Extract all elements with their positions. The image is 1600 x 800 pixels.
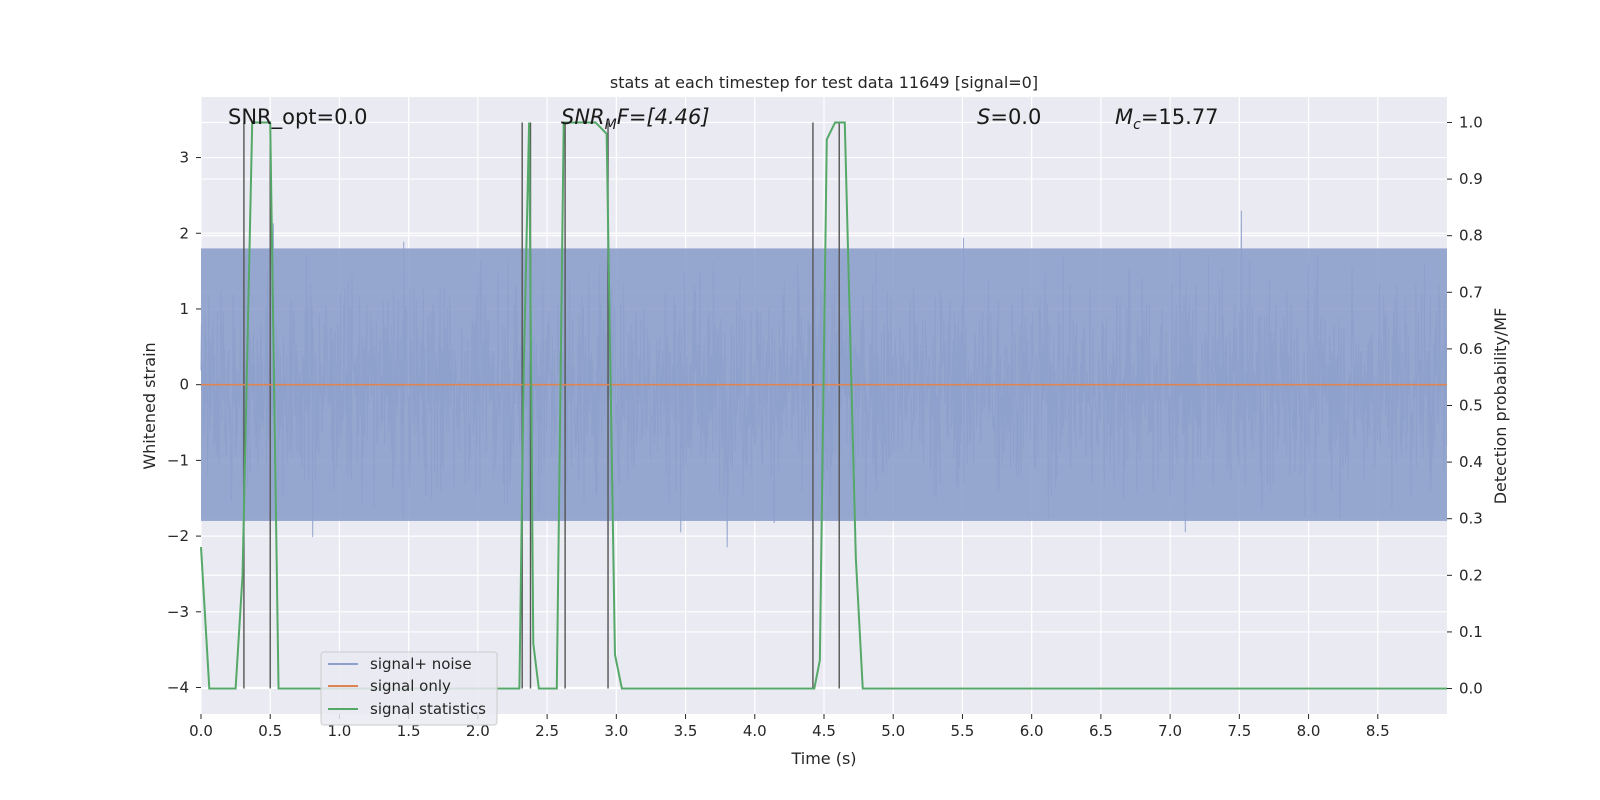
- x-tick-label: 6.5: [1089, 722, 1113, 740]
- y-tick-label: −3: [167, 603, 189, 621]
- x-tick-label: 4.5: [812, 722, 836, 740]
- snr-mf-annotation: SNRMF=[4.46]: [561, 105, 710, 133]
- y-tick-label: 3: [179, 149, 189, 167]
- y-tick-label: −1: [167, 451, 189, 469]
- y2-axis-ticks: 1.0 0.9 0.8 0.7 0.6 0.5 0.4 0.3 0.2 0.1 0.0: [1447, 113, 1483, 698]
- s-annotation: S=0.0: [977, 105, 1041, 129]
- legend-label-statistics: signal statistics: [370, 700, 486, 718]
- y2-tick-label: 0.1: [1459, 623, 1483, 641]
- x-tick-label: 2.0: [466, 722, 490, 740]
- y2-tick-label: 0.4: [1459, 453, 1483, 471]
- y-axis-label: Whitened strain: [140, 342, 159, 469]
- y-tick-label: −4: [167, 679, 189, 697]
- snr-opt-annotation: SNR_opt=0.0: [228, 105, 368, 130]
- legend-label-noise: signal+ noise: [370, 655, 472, 673]
- y2-tick-label: 0.2: [1459, 566, 1483, 584]
- y-tick-label: 1: [179, 300, 189, 318]
- x-tick-label: 7.5: [1227, 722, 1251, 740]
- x-tick-label: 2.5: [535, 722, 559, 740]
- mc-annotation: Mc=15.77: [1115, 105, 1219, 133]
- chart-title: stats at each timestep for test data 116…: [610, 73, 1038, 92]
- x-axis-label: Time (s): [790, 749, 856, 768]
- x-tick-label: 5.0: [881, 722, 905, 740]
- y2-tick-label: 0.5: [1459, 397, 1483, 415]
- y2-tick-label: 0.6: [1459, 340, 1483, 358]
- y2-tick-label: 0.9: [1459, 170, 1483, 188]
- x-tick-label: 1.0: [328, 722, 352, 740]
- y2-tick-label: 0.3: [1459, 510, 1483, 528]
- signal-statistics-line: [200, 121, 1447, 690]
- legend: signal+ noise signal only signal statist…: [320, 651, 498, 726]
- x-tick-label: 4.0: [743, 722, 767, 740]
- x-tick-label: 8.5: [1366, 722, 1390, 740]
- y2-axis-label: Detection probability/MF: [1491, 308, 1510, 505]
- legend-label-signal-only: signal only: [370, 677, 451, 695]
- legend-box: [320, 651, 498, 726]
- x-tick-label: 6.0: [1020, 722, 1044, 740]
- x-tick-label: 0.5: [258, 722, 282, 740]
- x-tick-label: 1.5: [397, 722, 421, 740]
- y-tick-label: 0: [179, 376, 189, 394]
- x-tick-label: 7.0: [1158, 722, 1182, 740]
- y2-tick-label: 0.7: [1459, 283, 1483, 301]
- x-axis-ticks: 0.0 0.5 1.0 1.5 2.0 2.5 3.0 3.5 4.0 4.5 5.0 5.5 6.0 6…: [189, 714, 1390, 740]
- x-tick-label: 3.0: [604, 722, 628, 740]
- x-tick-label: 0.0: [189, 722, 213, 740]
- y2-tick-label: 0.8: [1459, 227, 1483, 245]
- x-tick-label: 3.5: [674, 722, 698, 740]
- y2-tick-label: 1.0: [1459, 113, 1483, 131]
- x-tick-label: 5.5: [951, 722, 975, 740]
- x-tick-label: 8.0: [1297, 722, 1321, 740]
- y-axis-ticks: 3 2 1 0 −1 −2 −3 −4: [167, 149, 201, 697]
- y2-tick-label: 0.0: [1459, 680, 1483, 698]
- y-tick-label: −2: [167, 527, 189, 545]
- y-tick-label: 2: [179, 224, 189, 242]
